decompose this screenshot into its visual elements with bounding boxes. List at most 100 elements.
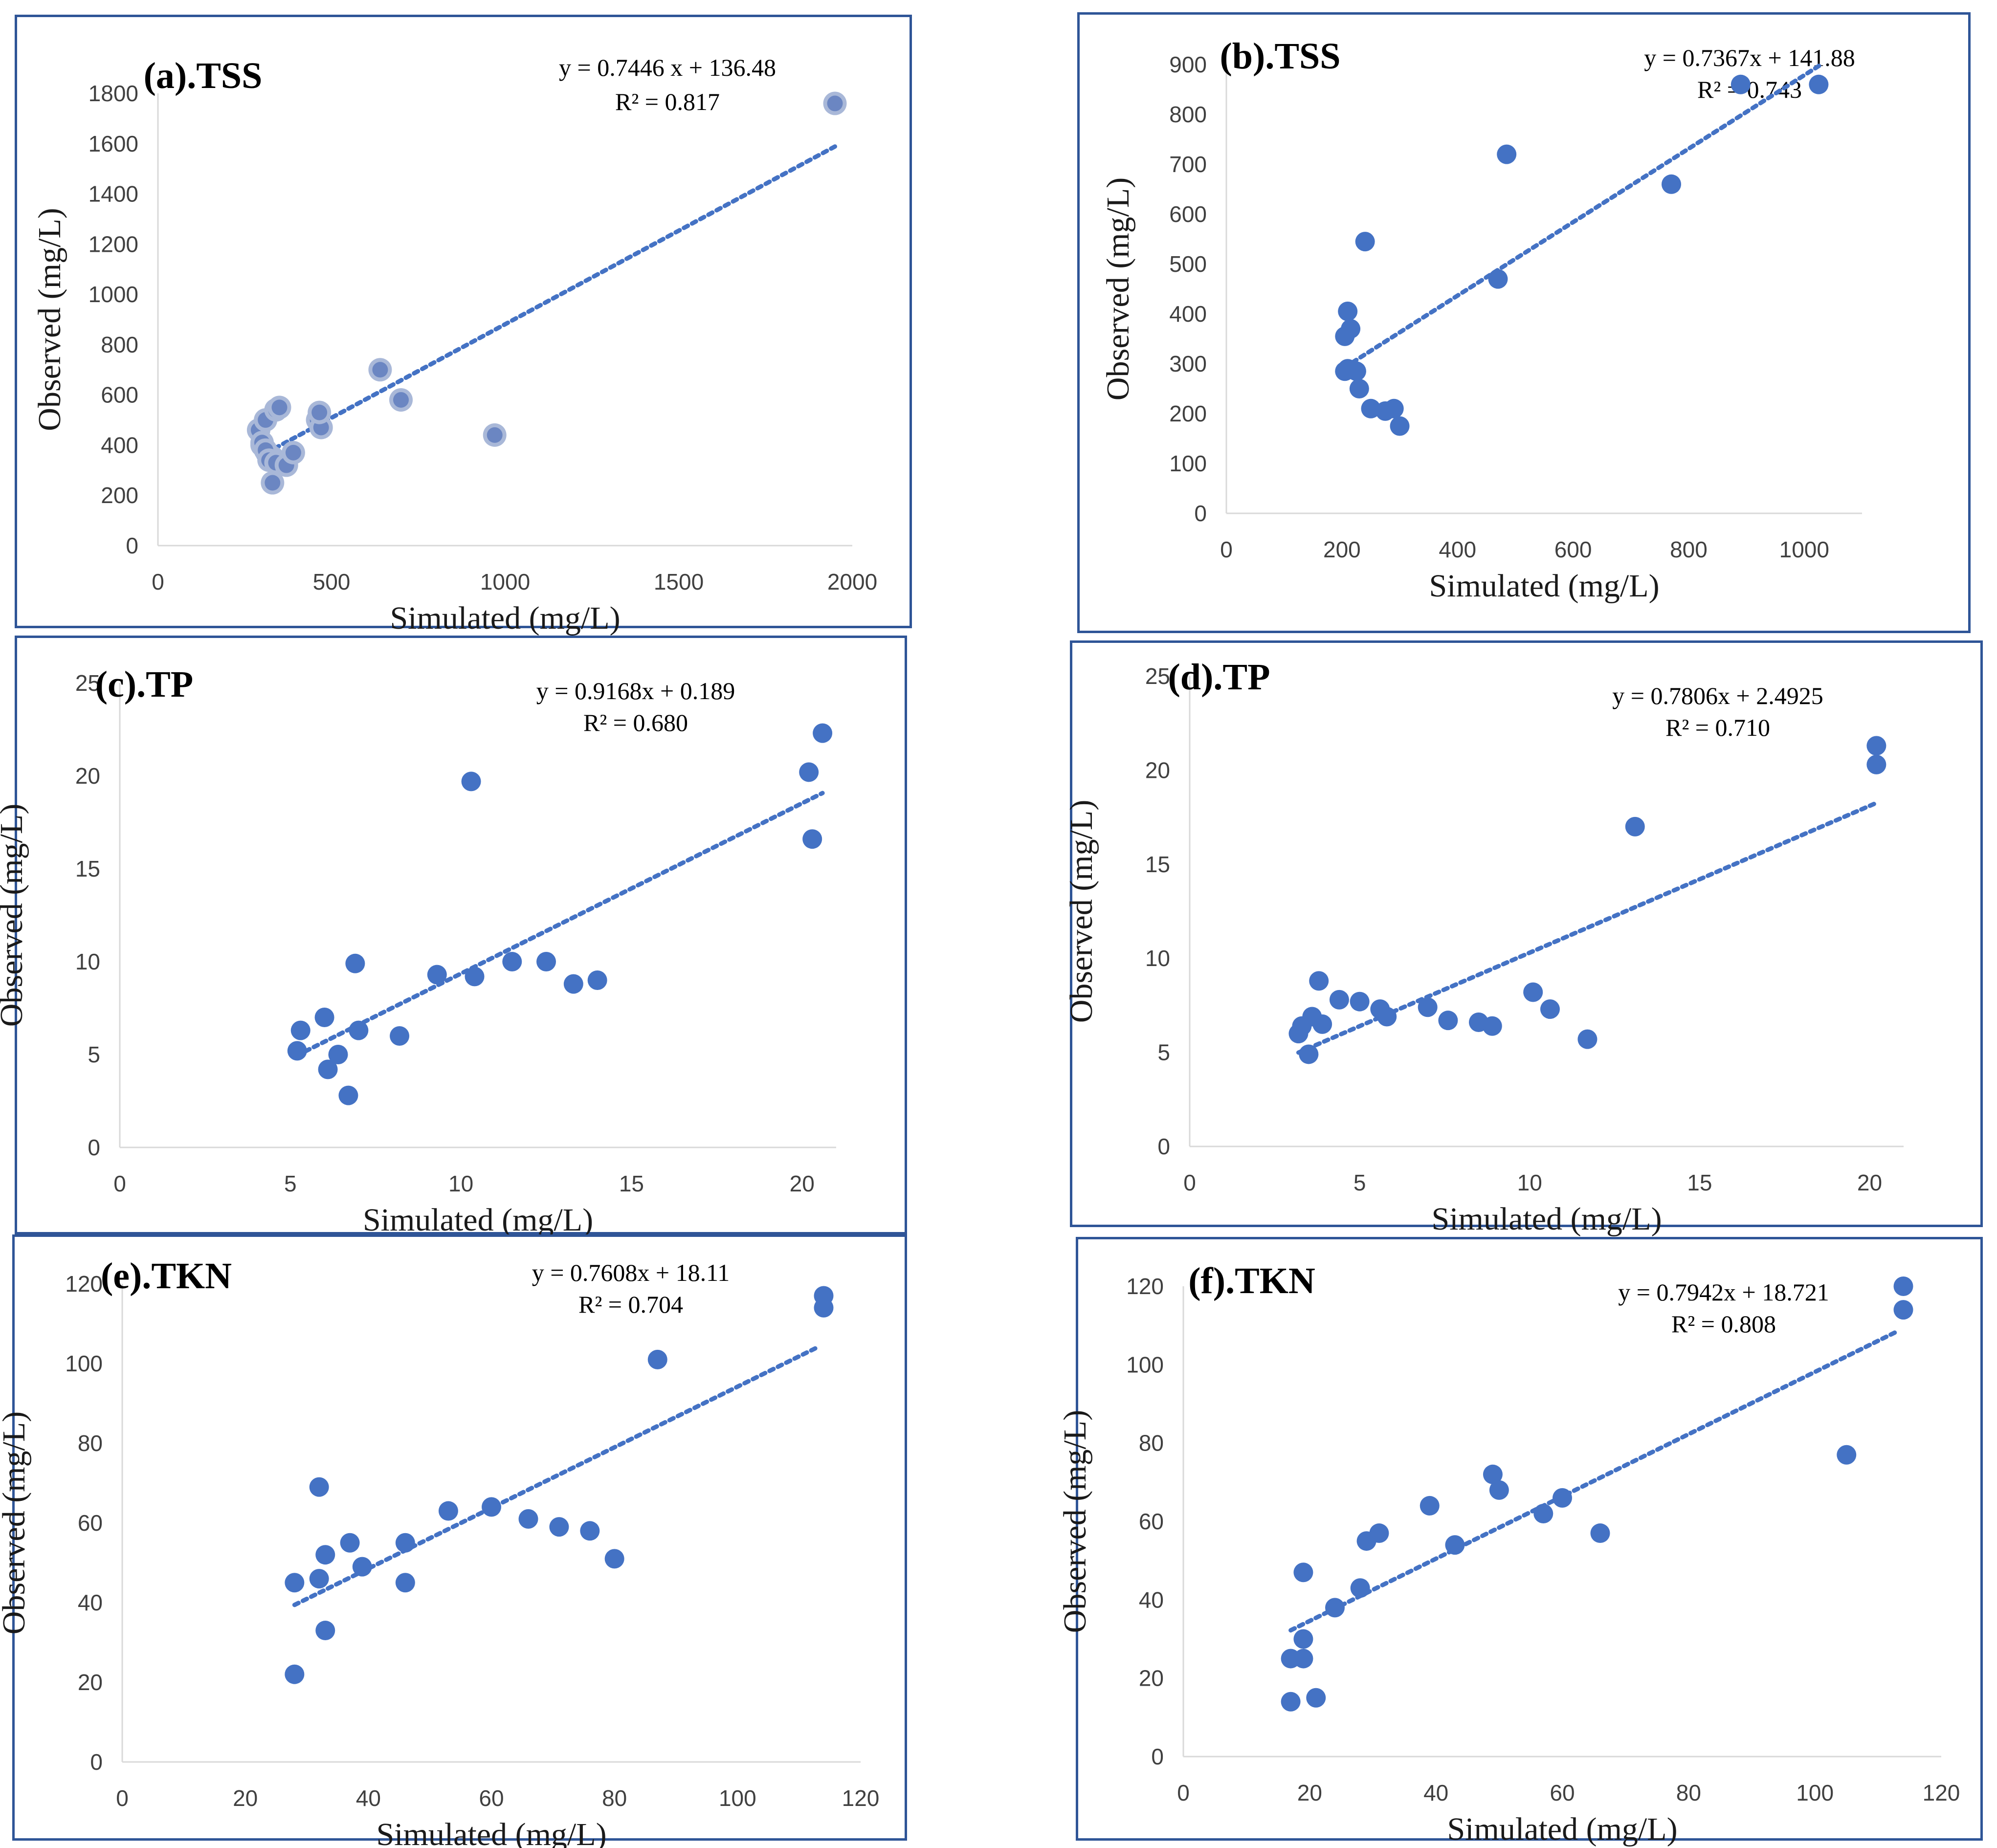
y-tick-label: 25 bbox=[1145, 663, 1170, 689]
data-point bbox=[1483, 1464, 1503, 1484]
y-tick-label: 25 bbox=[75, 670, 100, 696]
data-point bbox=[427, 965, 447, 985]
x-tick-label: 0 bbox=[113, 1171, 126, 1196]
x-tick-label: 2000 bbox=[827, 569, 877, 594]
scatter-plot-a: 0 200 400 600 800 1000 1200 1400 1600 1800 0 500 100… bbox=[32, 54, 877, 636]
data-point bbox=[827, 95, 843, 111]
data-point bbox=[1497, 144, 1517, 164]
chart-title: (e).TKN bbox=[101, 1255, 232, 1297]
x-tick-label: 400 bbox=[1439, 537, 1476, 562]
x-tick-label: 120 bbox=[1923, 1780, 1960, 1805]
data-point bbox=[1369, 1523, 1389, 1543]
data-point bbox=[1355, 232, 1375, 252]
x-tick-label: 100 bbox=[719, 1785, 756, 1811]
x-tick-label: 0 bbox=[116, 1785, 129, 1811]
data-point bbox=[647, 1349, 667, 1369]
data-point bbox=[1482, 1016, 1502, 1036]
data-point bbox=[1418, 997, 1438, 1017]
data-point bbox=[1384, 398, 1404, 418]
data-point bbox=[311, 404, 328, 420]
chart-panel-f: 0 20 40 60 80 100 120 0 20 40 60 80 100 120 Simulated … bbox=[1057, 1237, 1983, 1847]
data-point bbox=[580, 1521, 600, 1541]
y-tick-label: 0 bbox=[88, 1135, 100, 1160]
data-point bbox=[328, 1045, 348, 1064]
data-point bbox=[502, 952, 522, 971]
y-tick-label: 0 bbox=[90, 1749, 103, 1775]
data-point bbox=[813, 723, 833, 743]
trendline bbox=[1288, 1329, 1900, 1633]
y-axis-label: Observed (mg/L) bbox=[1057, 1410, 1093, 1633]
chart-panel-b: 0 100 200 300 400 500 600 700 800 900 0 200 400 600 80… bbox=[1077, 12, 1971, 633]
y-tick-label: 400 bbox=[101, 432, 138, 458]
x-tick-label: 0 bbox=[1183, 1170, 1196, 1195]
data-point bbox=[1335, 326, 1355, 346]
y-tick-label: 400 bbox=[1169, 301, 1207, 327]
y-tick-label: 600 bbox=[101, 382, 138, 408]
data-point bbox=[1662, 174, 1681, 194]
r-squared-label: R² = 0.743 bbox=[1697, 76, 1802, 103]
y-axis-label: Observed (mg/L) bbox=[0, 1411, 32, 1634]
data-point bbox=[1809, 74, 1829, 94]
y-tick-label: 700 bbox=[1169, 152, 1207, 177]
data-point bbox=[1866, 736, 1886, 756]
x-tick-label: 20 bbox=[233, 1785, 258, 1811]
y-tick-label: 20 bbox=[78, 1670, 103, 1695]
x-tick-label: 1500 bbox=[654, 569, 704, 594]
data-point bbox=[1349, 379, 1369, 398]
data-point bbox=[536, 952, 556, 971]
x-tick-label: 20 bbox=[1297, 1780, 1322, 1805]
data-point bbox=[1837, 1445, 1857, 1465]
y-axis-label: Observed (mg/L) bbox=[1064, 800, 1099, 1023]
y-axis-label: Observed (mg/L) bbox=[32, 208, 67, 431]
y-tick-label: 0 bbox=[1151, 1744, 1164, 1769]
data-point bbox=[587, 970, 607, 990]
data-point bbox=[1293, 1629, 1313, 1649]
chart-panel-a: 0 200 400 600 800 1000 1200 1400 1600 1800 0 500 100… bbox=[15, 15, 912, 636]
data-point bbox=[438, 1501, 458, 1521]
data-point bbox=[309, 1477, 329, 1497]
data-point bbox=[1390, 416, 1410, 436]
data-point bbox=[1338, 301, 1358, 321]
x-axis-label: Simulated (mg/L) bbox=[1429, 568, 1659, 604]
y-tick-label: 1000 bbox=[89, 282, 138, 307]
data-point bbox=[1523, 982, 1543, 1002]
y-tick-label: 60 bbox=[1139, 1509, 1164, 1534]
data-point bbox=[314, 1008, 334, 1027]
data-point bbox=[1893, 1300, 1913, 1320]
data-point bbox=[1893, 1276, 1913, 1296]
data-point bbox=[461, 771, 481, 792]
data-point bbox=[1590, 1523, 1610, 1543]
trendline bbox=[1342, 62, 1824, 370]
trendline-equation: y = 0.7367x + 141.88 bbox=[1644, 44, 1855, 71]
data-point bbox=[1306, 1688, 1326, 1708]
x-tick-label: 1000 bbox=[1779, 537, 1829, 562]
data-point bbox=[285, 1664, 305, 1684]
y-tick-label: 60 bbox=[78, 1510, 103, 1536]
data-point bbox=[315, 1545, 335, 1565]
y-tick-label: 40 bbox=[78, 1590, 103, 1615]
y-axis-label: Observed (mg/L) bbox=[1100, 177, 1136, 400]
data-point bbox=[1540, 999, 1560, 1019]
data-point bbox=[487, 427, 503, 443]
data-point bbox=[1377, 1007, 1397, 1027]
trendline bbox=[295, 791, 825, 1058]
y-tick-label: 0 bbox=[1194, 501, 1207, 526]
r-squared-label: R² = 0.704 bbox=[578, 1291, 683, 1318]
data-point bbox=[352, 1557, 372, 1577]
x-tick-label: 10 bbox=[448, 1171, 473, 1196]
y-tick-label: 80 bbox=[1139, 1430, 1164, 1456]
x-tick-label: 200 bbox=[1323, 537, 1361, 562]
data-point bbox=[549, 1517, 569, 1537]
scatter-plot-f: 0 20 40 60 80 100 120 0 20 40 60 80 100 120 Simulated … bbox=[1057, 1260, 1960, 1847]
data-point bbox=[1350, 1578, 1370, 1598]
data-point bbox=[1420, 1496, 1440, 1516]
x-tick-label: 1000 bbox=[480, 569, 530, 594]
x-tick-label: 20 bbox=[1857, 1170, 1882, 1195]
scatter-plot-c: 0 5 10 15 20 25 0 5 10 15 20 Simulated (mg/L) Observ… bbox=[0, 664, 836, 1238]
x-axis-label: Simulated (mg/L) bbox=[1431, 1201, 1662, 1237]
trendline bbox=[292, 1345, 820, 1607]
x-axis-label: Simulated (mg/L) bbox=[390, 600, 620, 636]
chart-title: (a).TSS bbox=[144, 55, 263, 96]
data-point bbox=[1293, 1562, 1313, 1583]
data-point bbox=[1361, 398, 1381, 418]
